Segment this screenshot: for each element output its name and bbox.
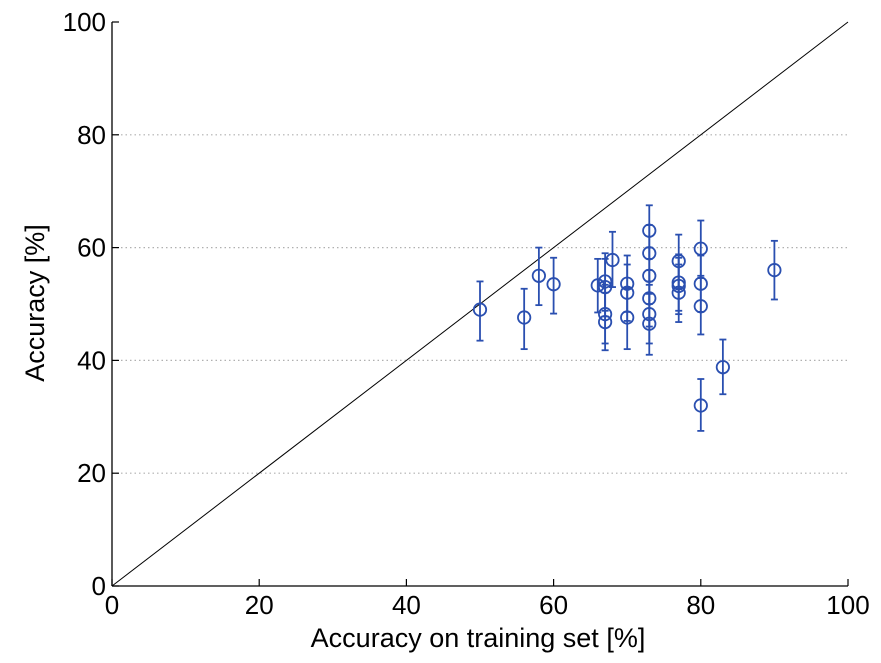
marker-circle-12 bbox=[620, 310, 635, 325]
data-point-8 bbox=[598, 291, 613, 352]
x-tick-label-0: 0 bbox=[105, 590, 119, 620]
data-point-22 bbox=[671, 263, 686, 323]
x-tick-label-100: 100 bbox=[826, 590, 869, 620]
y-tick-label-80: 80 bbox=[77, 120, 106, 150]
data-point-26 bbox=[693, 378, 708, 432]
data-point-25 bbox=[693, 277, 708, 336]
marker-circle-8 bbox=[598, 314, 613, 330]
marker-circle-1 bbox=[517, 310, 532, 325]
grid-lines bbox=[112, 134, 848, 474]
data-point-3 bbox=[546, 256, 561, 315]
data-point-12 bbox=[620, 287, 635, 351]
marker-circle-2 bbox=[531, 268, 546, 283]
tick-labels: 0 20 40 60 80 100 0 20 40 60 80 100 bbox=[63, 7, 870, 620]
marker-circle-25 bbox=[693, 299, 708, 314]
data-point-0 bbox=[472, 280, 488, 342]
data-point-28 bbox=[767, 239, 782, 301]
data-point-2 bbox=[531, 246, 546, 307]
y-tick-label-40: 40 bbox=[77, 345, 106, 375]
marker-circle-28 bbox=[767, 263, 782, 278]
data-point-1 bbox=[517, 287, 532, 351]
data-point-4 bbox=[590, 257, 605, 314]
axes bbox=[111, 21, 849, 587]
x-tick-label-20: 20 bbox=[245, 590, 274, 620]
data-point-27 bbox=[715, 338, 730, 396]
y-axis-title: Accuracy [%] bbox=[20, 224, 50, 382]
x-tick-label-60: 60 bbox=[539, 590, 568, 620]
y-tick-label-0: 0 bbox=[92, 571, 106, 601]
x-axis-title: Accuracy on training set [%] bbox=[311, 623, 646, 653]
y-tick-label-60: 60 bbox=[77, 233, 106, 263]
marker-circle-3 bbox=[546, 277, 561, 292]
data-point-18 bbox=[642, 292, 657, 356]
marker-circle-27 bbox=[715, 360, 730, 375]
x-tick-label-80: 80 bbox=[686, 590, 715, 620]
marker-circle-0 bbox=[472, 302, 488, 317]
marker-circle-9 bbox=[605, 252, 620, 268]
marker-circle-26 bbox=[693, 398, 708, 413]
y-tick-label-100: 100 bbox=[63, 7, 106, 37]
x-tick-label-40: 40 bbox=[392, 590, 421, 620]
data-point-9 bbox=[605, 230, 620, 288]
data-points bbox=[472, 204, 782, 432]
marker-circle-18 bbox=[642, 316, 657, 331]
marker-circle-22 bbox=[671, 285, 686, 300]
y-tick-label-20: 20 bbox=[77, 458, 106, 488]
